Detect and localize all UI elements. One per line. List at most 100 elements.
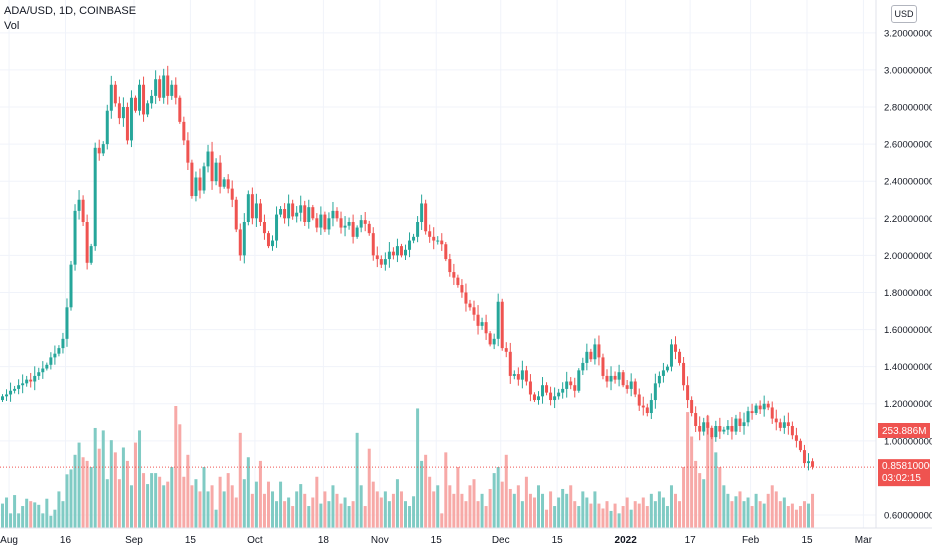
candle-body bbox=[404, 249, 407, 256]
volume-bar bbox=[750, 506, 754, 528]
volume-bar bbox=[69, 469, 73, 528]
volume-bar bbox=[162, 485, 166, 528]
candle-body bbox=[327, 218, 331, 230]
volume-bar bbox=[460, 493, 464, 528]
candle-body bbox=[299, 205, 303, 213]
candle-body bbox=[726, 426, 730, 430]
candle-body bbox=[287, 203, 291, 219]
volume-bar bbox=[81, 457, 85, 528]
candle-body bbox=[408, 240, 412, 250]
candle-body bbox=[782, 422, 786, 428]
volume-bar bbox=[339, 503, 343, 528]
volume-bar bbox=[347, 506, 351, 528]
grid-lines bbox=[0, 0, 876, 528]
candle-body bbox=[802, 450, 806, 464]
volume-bar bbox=[786, 506, 790, 528]
candle-body bbox=[766, 403, 770, 408]
candle-body bbox=[359, 220, 363, 228]
volume-bar bbox=[343, 497, 347, 528]
candle-body bbox=[512, 374, 516, 376]
candle-body bbox=[25, 379, 29, 384]
candle-body bbox=[178, 97, 182, 122]
candle-body bbox=[121, 107, 125, 119]
candle-body bbox=[645, 407, 649, 414]
candle-body bbox=[375, 255, 379, 260]
volume-bar bbox=[738, 491, 742, 528]
candle-body bbox=[657, 375, 661, 384]
candle-body bbox=[339, 218, 343, 228]
candle-body bbox=[738, 418, 742, 426]
candle-body bbox=[279, 209, 283, 215]
volume-bar bbox=[811, 493, 815, 528]
candle-body bbox=[609, 375, 613, 382]
candle-body bbox=[569, 381, 573, 386]
candle-body bbox=[246, 194, 250, 222]
time-tick-label: Oct bbox=[247, 535, 263, 546]
volume-bar bbox=[532, 497, 536, 528]
candle-body bbox=[234, 199, 238, 230]
candle-body bbox=[117, 103, 121, 119]
volume-bar bbox=[770, 485, 774, 528]
volume-bar bbox=[1, 503, 4, 528]
chart-title: ADA/USD, 1D, COINBASE bbox=[4, 5, 137, 17]
candle-body bbox=[242, 222, 246, 256]
volume-bar bbox=[404, 501, 407, 528]
candle-body bbox=[395, 246, 399, 256]
volume-bar bbox=[448, 485, 452, 528]
volume-bar bbox=[669, 485, 673, 528]
volume-bar bbox=[710, 436, 714, 528]
volume-bar bbox=[577, 506, 581, 528]
volume-bar bbox=[295, 491, 299, 528]
volume-bar bbox=[85, 460, 89, 528]
volume-bar bbox=[158, 476, 162, 528]
candle-body bbox=[210, 151, 214, 182]
volume-bar bbox=[653, 501, 657, 528]
candle-body bbox=[307, 207, 311, 222]
volume-bar bbox=[674, 493, 678, 528]
candle-body bbox=[605, 375, 609, 382]
candle-body bbox=[319, 214, 323, 228]
volume-bar bbox=[89, 467, 93, 528]
volume-bar bbox=[121, 447, 125, 528]
candle-body bbox=[452, 272, 456, 278]
candle-body bbox=[621, 372, 625, 386]
volume-bar bbox=[702, 479, 706, 528]
candle-body bbox=[480, 322, 484, 326]
volume-bar bbox=[170, 467, 174, 528]
candle-body bbox=[174, 84, 178, 98]
candle-body bbox=[549, 392, 553, 401]
volume-bar bbox=[714, 452, 718, 528]
candle-body bbox=[718, 426, 722, 432]
volume-bar bbox=[488, 488, 492, 528]
volume-bar bbox=[399, 491, 403, 528]
volume-bar bbox=[129, 485, 133, 528]
candle-body bbox=[387, 251, 391, 260]
volume-bar bbox=[299, 484, 303, 528]
currency-button[interactable]: USD bbox=[891, 5, 917, 23]
volume-bar bbox=[492, 473, 496, 528]
last-price-label: 0.85810000 bbox=[882, 461, 932, 472]
volume-bar bbox=[408, 506, 412, 528]
volume-bar bbox=[258, 460, 262, 528]
time-tick-label: 2022 bbox=[615, 535, 638, 546]
volume-bar bbox=[57, 491, 61, 528]
candle-body bbox=[577, 370, 581, 391]
candle-body bbox=[158, 79, 162, 98]
candle-body bbox=[238, 229, 242, 256]
candle-body bbox=[37, 372, 41, 376]
volume-bar bbox=[802, 501, 806, 528]
volume-bar bbox=[262, 493, 266, 528]
candle-body bbox=[464, 292, 468, 304]
candle-body bbox=[182, 121, 186, 141]
volume-bar bbox=[412, 496, 416, 528]
volume-bar bbox=[275, 501, 279, 528]
volume-bar bbox=[250, 493, 254, 528]
candle-body bbox=[742, 422, 746, 426]
time-tick-label: 15 bbox=[801, 535, 813, 546]
time-tick-label: 15 bbox=[185, 535, 197, 546]
volume-bar bbox=[379, 497, 383, 528]
candle-body bbox=[532, 394, 536, 401]
candle-body bbox=[323, 214, 327, 230]
volume-bar bbox=[774, 491, 778, 528]
